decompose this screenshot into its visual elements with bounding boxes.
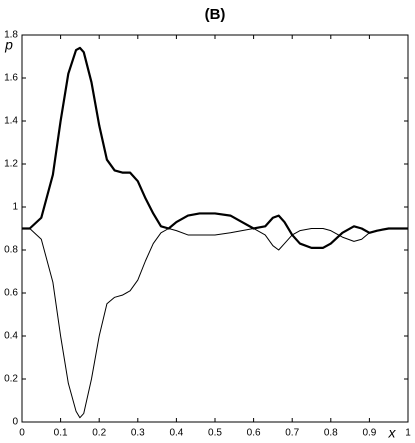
y-tick-label: 1.8: [4, 30, 18, 41]
y-tick-label: 1.2: [4, 159, 18, 170]
y-tick-label: 1.6: [4, 73, 18, 84]
line-series: [22, 228, 408, 419]
y-tick-label: 1: [12, 202, 18, 213]
chart-title: (B): [205, 6, 226, 23]
y-axis-label: p: [4, 37, 13, 53]
x-tick-label: 0.9: [362, 428, 376, 439]
x-tick-label: 1: [405, 428, 411, 439]
x-tick-label: 0.4: [169, 428, 183, 439]
x-tick-label: 0.5: [208, 428, 222, 439]
x-tick-label: 0.1: [54, 428, 68, 439]
x-tick-label: 0.7: [285, 428, 299, 439]
x-tick-label: 0.3: [131, 428, 145, 439]
y-tick-label: 0: [12, 417, 18, 428]
y-tick-label: 0.6: [4, 288, 18, 299]
x-tick-label: 0: [19, 428, 25, 439]
y-tick-label: 0.2: [4, 374, 18, 385]
y-tick-label: 0.4: [4, 331, 18, 342]
y-tick-label: 1.4: [4, 116, 18, 127]
x-tick-label: 0.8: [324, 428, 338, 439]
x-axis-label: x: [388, 425, 397, 441]
x-tick-label: 0.6: [247, 428, 261, 439]
y-tick-label: 0.8: [4, 245, 18, 256]
x-tick-label: 0.2: [92, 428, 106, 439]
line-series: [22, 46, 408, 249]
